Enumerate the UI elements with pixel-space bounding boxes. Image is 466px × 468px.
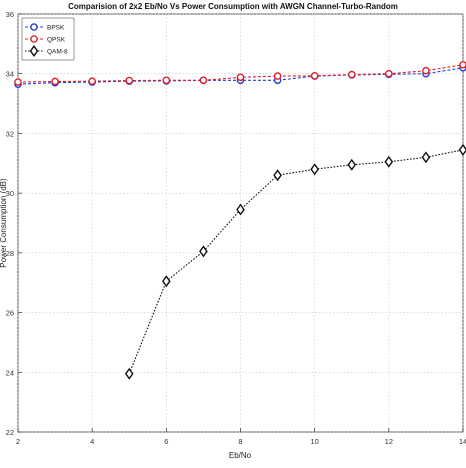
data-point bbox=[310, 72, 319, 80]
data-point bbox=[384, 155, 394, 168]
y-tick-label: 28 bbox=[6, 249, 14, 258]
data-point bbox=[162, 76, 171, 85]
data-point bbox=[236, 73, 245, 82]
legend-label: QAM-8 bbox=[47, 49, 68, 56]
data-point bbox=[421, 151, 431, 164]
legend-label: BPSK bbox=[47, 25, 65, 32]
data-point bbox=[199, 76, 208, 85]
data-point bbox=[162, 275, 171, 288]
data-point bbox=[51, 77, 59, 86]
legend-marker bbox=[30, 23, 38, 31]
legend-label: QPSK bbox=[47, 37, 66, 44]
chart-title: Comparision of 2x2 Eb/No Vs Power Consum… bbox=[68, 2, 398, 11]
data-point bbox=[347, 70, 356, 79]
x-axis-label: Eb/No bbox=[229, 451, 252, 460]
legend-item: QAM-8 bbox=[25, 45, 68, 57]
x-tick-label: 12 bbox=[385, 437, 393, 446]
x-tick-label: 6 bbox=[164, 437, 168, 446]
legend-item: BPSK bbox=[25, 23, 65, 32]
legend: BPSK QPSK QAM-8 bbox=[21, 17, 75, 61]
data-point bbox=[236, 203, 245, 216]
data-point bbox=[347, 158, 357, 171]
legend-marker bbox=[30, 35, 38, 43]
data-point bbox=[124, 367, 134, 380]
y-tick-label: 36 bbox=[6, 10, 14, 19]
data-point bbox=[273, 72, 282, 80]
y-tick-label: 24 bbox=[6, 368, 14, 377]
x-tick-label: 14 bbox=[459, 437, 466, 446]
y-tick-label: 30 bbox=[6, 189, 14, 198]
x-tick-label: 2 bbox=[16, 437, 20, 446]
data-point bbox=[310, 163, 319, 176]
data-point bbox=[125, 76, 134, 85]
y-tick-label: 32 bbox=[6, 129, 14, 138]
data-point bbox=[273, 169, 282, 182]
x-tick-label: 4 bbox=[90, 437, 94, 446]
data-point bbox=[422, 66, 430, 75]
series-qpsk bbox=[14, 60, 466, 86]
x-tick-label: 10 bbox=[310, 437, 318, 446]
series-qam-8 bbox=[124, 143, 466, 380]
y-axis-label: Power Consumption (dB) bbox=[0, 178, 8, 268]
y-tick-label: 26 bbox=[6, 309, 14, 318]
data-point bbox=[459, 60, 466, 69]
data-point bbox=[199, 245, 208, 258]
y-tick-label: 22 bbox=[6, 428, 14, 437]
data-point bbox=[88, 77, 96, 85]
data-point bbox=[458, 143, 466, 156]
data-point bbox=[385, 69, 393, 78]
series-line bbox=[128, 149, 464, 374]
data-point bbox=[14, 78, 22, 86]
legend-item: QPSK bbox=[25, 35, 66, 44]
y-tick-label: 34 bbox=[6, 70, 14, 79]
legend-marker bbox=[29, 45, 39, 57]
x-tick-label: 8 bbox=[238, 437, 242, 446]
series-layer bbox=[14, 60, 466, 380]
